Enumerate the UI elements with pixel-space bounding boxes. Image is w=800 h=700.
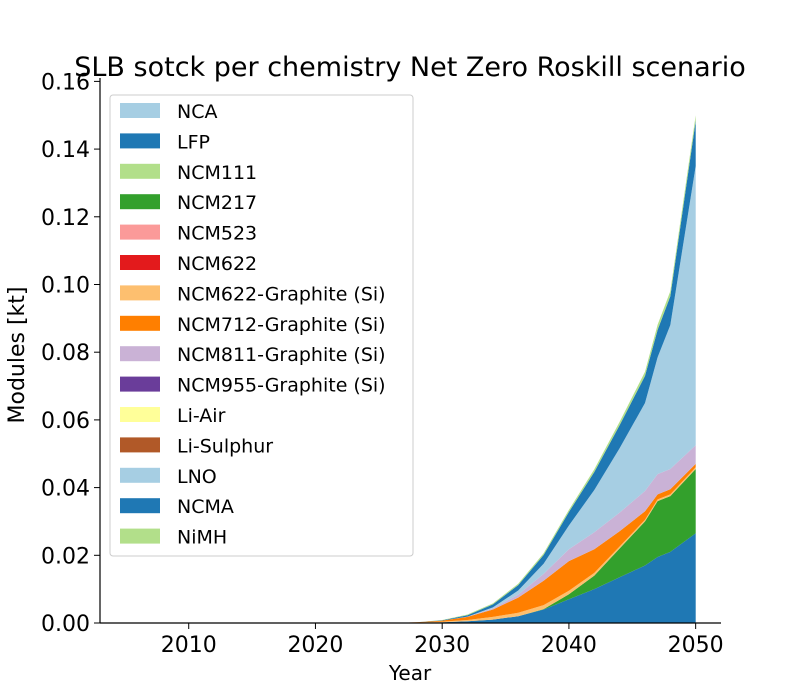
- area-ncm217: [391, 469, 696, 623]
- chart-title: SLB sotck per chemistry Net Zero Roskill…: [74, 52, 746, 83]
- legend-label: Li-Air: [177, 405, 226, 427]
- legend-label: NCMA: [177, 496, 234, 518]
- legend-label: NCM523: [177, 223, 257, 245]
- legend-label: NCA: [177, 101, 217, 123]
- legend-swatch: [120, 224, 160, 240]
- x-ticks: 2010 2020 2030 2040 2050: [161, 623, 724, 658]
- legend-label: NCM955-Graphite (Si): [177, 375, 386, 397]
- legend-swatch: [120, 407, 160, 422]
- area-layer: [391, 115, 696, 623]
- legend-swatch: [120, 103, 160, 118]
- legend-label: NCM622: [177, 253, 257, 275]
- y-tick-label: 0.00: [41, 612, 90, 637]
- x-tick-label: 2010: [161, 633, 217, 658]
- legend-label: NCM622-Graphite (Si): [177, 283, 386, 305]
- legend-label: NiMH: [177, 527, 227, 549]
- axes: [99, 78, 721, 624]
- y-tick-label: 0.08: [41, 341, 90, 366]
- legend: NCA LFP NCM111 NCM217 NCM523 NCM622 NCM622-Gra…: [109, 94, 414, 557]
- x-tick-label: 2040: [541, 633, 597, 658]
- legend-frame: [109, 94, 414, 557]
- y-axis-label: Modules [kt]: [5, 287, 30, 424]
- legend-swatch: [120, 376, 160, 392]
- legend-label: Li-Sulphur: [177, 435, 273, 457]
- legend-swatch: [120, 163, 160, 179]
- legend-swatch: [120, 285, 160, 301]
- y-tick-label: 0.02: [41, 544, 90, 569]
- legend-swatch: [120, 194, 160, 210]
- legend-swatch: [120, 528, 160, 544]
- legend-swatch: [120, 467, 160, 483]
- legend-label: LFP: [177, 131, 210, 153]
- legend-swatch: [120, 498, 160, 514]
- legend-swatch: [120, 346, 160, 362]
- y-tick-label: 0.12: [41, 206, 90, 231]
- y-tick-label: 0.10: [41, 273, 90, 298]
- area-lno: [391, 166, 696, 623]
- legend-label: LNO: [177, 466, 217, 488]
- legend-swatch: [120, 437, 160, 453]
- y-tick-label: 0.16: [41, 70, 90, 95]
- y-ticks: 0.00 0.02 0.04 0.06 0.08 0.10 0.12 0.14 0.16: [41, 70, 100, 637]
- area-ncm712-graphite-si: [391, 463, 696, 623]
- y-tick-label: 0.04: [41, 477, 90, 502]
- legend-label: NCM111: [177, 162, 257, 184]
- legend-label: NCM811-Graphite (Si): [177, 344, 386, 366]
- y-tick-label: 0.14: [41, 138, 90, 163]
- legend-swatch: [120, 133, 160, 149]
- legend-swatch: [120, 315, 160, 331]
- area-lfp: [391, 533, 696, 623]
- legend-swatch: [120, 255, 160, 270]
- x-tick-label: 2050: [668, 633, 724, 658]
- x-tick-label: 2020: [287, 633, 343, 658]
- legend-label: NCM712-Graphite (Si): [177, 314, 386, 336]
- x-axis-label: Year: [388, 661, 432, 685]
- y-tick-label: 0.06: [41, 409, 90, 434]
- x-tick-label: 2030: [414, 633, 470, 658]
- legend-label: NCM217: [177, 192, 257, 214]
